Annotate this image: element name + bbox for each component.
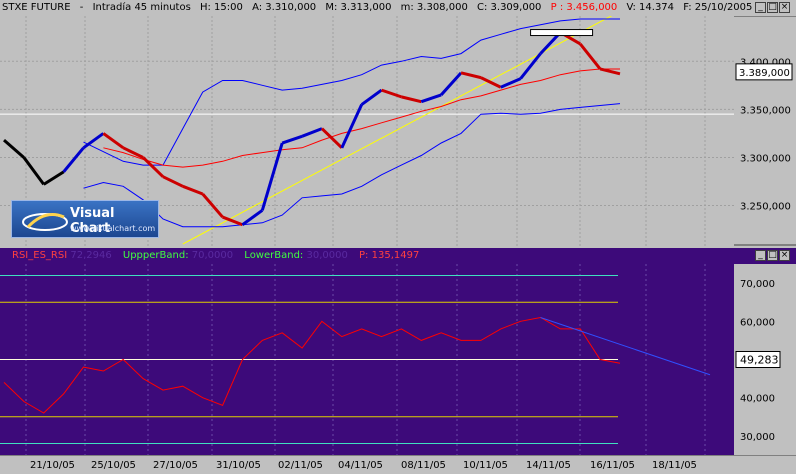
price-segment xyxy=(599,67,621,76)
high-label: M: 3.313,000 xyxy=(325,2,392,13)
rsi-current-label: 49,283 xyxy=(740,354,779,367)
rsi-value: 72,2946 xyxy=(70,250,112,261)
price-segment xyxy=(22,156,45,186)
volume-label: V: 14.374 xyxy=(626,2,675,13)
price-segment xyxy=(201,193,224,219)
price-chart-panel[interactable]: STXE FUTURE - Intradía 45 minutos H: 15:… xyxy=(0,0,796,246)
rsi-tick-label: 40,000 xyxy=(740,394,775,405)
close-button[interactable]: × xyxy=(779,2,790,13)
rsi-line xyxy=(3,316,621,414)
logo-site: www.visualchart.com xyxy=(70,224,156,233)
current-price-box xyxy=(735,63,793,81)
rsi-header: RSI_ES_RSI 72,2946 UppperBand: 70,0000 L… xyxy=(0,248,796,264)
price-segment xyxy=(420,93,442,104)
price-segment xyxy=(480,76,502,89)
hour-label: H: 15:00 xyxy=(199,2,243,13)
rsi-tick-label: 60,000 xyxy=(740,317,775,328)
date-tick-label: 10/11/05 xyxy=(463,460,508,471)
date-tick-label: 04/11/05 xyxy=(338,460,383,471)
price-segment xyxy=(182,184,204,196)
low-label: m: 3.308,000 xyxy=(400,2,468,13)
symbol-label: STXE FUTURE xyxy=(2,2,71,13)
price-segment xyxy=(579,43,602,70)
price-segment xyxy=(381,88,402,99)
price-segment xyxy=(62,146,85,173)
current-price-label: 3.389,000 xyxy=(739,68,790,79)
moving-average-line xyxy=(103,68,620,168)
rsi-tick-label: 70,000 xyxy=(740,279,775,290)
upper-bollinger-band xyxy=(83,18,620,166)
maximize-button[interactable]: □ xyxy=(767,2,778,13)
price-segment xyxy=(102,132,125,150)
rsi-close-button[interactable]: × xyxy=(779,250,790,261)
price-segment xyxy=(320,127,343,149)
price-segment xyxy=(460,71,482,80)
price-segment xyxy=(241,209,264,226)
date-tick-label: 27/10/05 xyxy=(153,460,198,471)
minimize-button[interactable]: _ xyxy=(755,2,766,13)
price-segment xyxy=(3,139,25,159)
price-segment xyxy=(440,71,463,96)
price-tick-label: 3.350,000 xyxy=(740,105,791,116)
price-segment xyxy=(301,127,323,138)
price-segment xyxy=(42,170,65,186)
price-segment xyxy=(162,175,184,188)
date-tick-label: 14/11/05 xyxy=(526,460,571,471)
date-axis: 21/10/05 25/10/05 27/10/05 31/10/05 02/11/05… xyxy=(0,455,796,474)
price-tick-label: 3.400,000 xyxy=(740,57,791,68)
lower-band-label: LowerBand: xyxy=(244,250,304,261)
lower-bollinger-band xyxy=(83,103,621,228)
price-tick-label: 3.250,000 xyxy=(740,202,791,213)
lower-band-value: 30,0000 xyxy=(306,250,348,261)
rsi-tick-label: 30,000 xyxy=(740,432,775,443)
rsi-current-box xyxy=(735,351,781,368)
rsi-minimize-button[interactable]: _ xyxy=(755,250,766,261)
peak-marker xyxy=(530,29,594,37)
price-segment xyxy=(401,95,422,104)
price-segment xyxy=(519,52,542,80)
logo-brand: Visual Chart xyxy=(70,206,115,236)
date-tick-label: 18/11/05 xyxy=(652,460,697,471)
date-tick-label: 25/10/05 xyxy=(91,460,136,471)
price-segment xyxy=(82,132,105,150)
rsi-trend-line xyxy=(540,317,711,376)
rsi-maximize-button[interactable]: □ xyxy=(767,250,778,261)
price-segment xyxy=(260,142,284,211)
trend-line xyxy=(182,16,613,245)
upper-band-label: UppperBand: xyxy=(122,250,189,261)
rsi-chart[interactable]: 70,000 60,000 40,000 30,000 49,283 xyxy=(0,264,796,455)
rsi-price-label: P: 135,1497 xyxy=(359,250,420,261)
price-segment xyxy=(142,156,165,178)
price-tick-label: 3.300,000 xyxy=(740,153,791,164)
price-segment xyxy=(281,134,303,145)
price-segment xyxy=(222,215,243,227)
date-tick-label: 02/11/05 xyxy=(278,460,323,471)
price-segment xyxy=(360,88,383,106)
upper-band-value: 70,0000 xyxy=(191,250,234,261)
price-segment xyxy=(340,103,364,149)
interval-label: Intradía 45 minutos xyxy=(92,2,191,13)
price-label: P : 3.456,000 xyxy=(550,2,618,13)
price-header: STXE FUTURE - Intradía 45 minutos H: 15:… xyxy=(0,0,796,17)
logo-swoosh-icon xyxy=(22,213,68,231)
date-tick-label: 16/11/05 xyxy=(590,460,635,471)
rsi-name: RSI_ES_RSI xyxy=(12,250,68,261)
close-label: C: 3.309,000 xyxy=(477,2,542,13)
date-tick-label: 21/10/05 xyxy=(30,460,75,471)
date-tick-label: 31/10/05 xyxy=(216,460,261,471)
rsi-chart-panel[interactable]: RSI_ES_RSI 72,2946 UppperBand: 70,0000 L… xyxy=(0,248,796,455)
date-label: F: 25/10/2005 xyxy=(683,2,753,13)
date-tick-label: 08/11/05 xyxy=(401,460,446,471)
open-label: A: 3.310,000 xyxy=(252,2,317,13)
price-segment xyxy=(122,146,144,159)
price-segment xyxy=(500,77,522,89)
visual-chart-logo: Visual Chart www.visualchart.com xyxy=(11,200,159,238)
